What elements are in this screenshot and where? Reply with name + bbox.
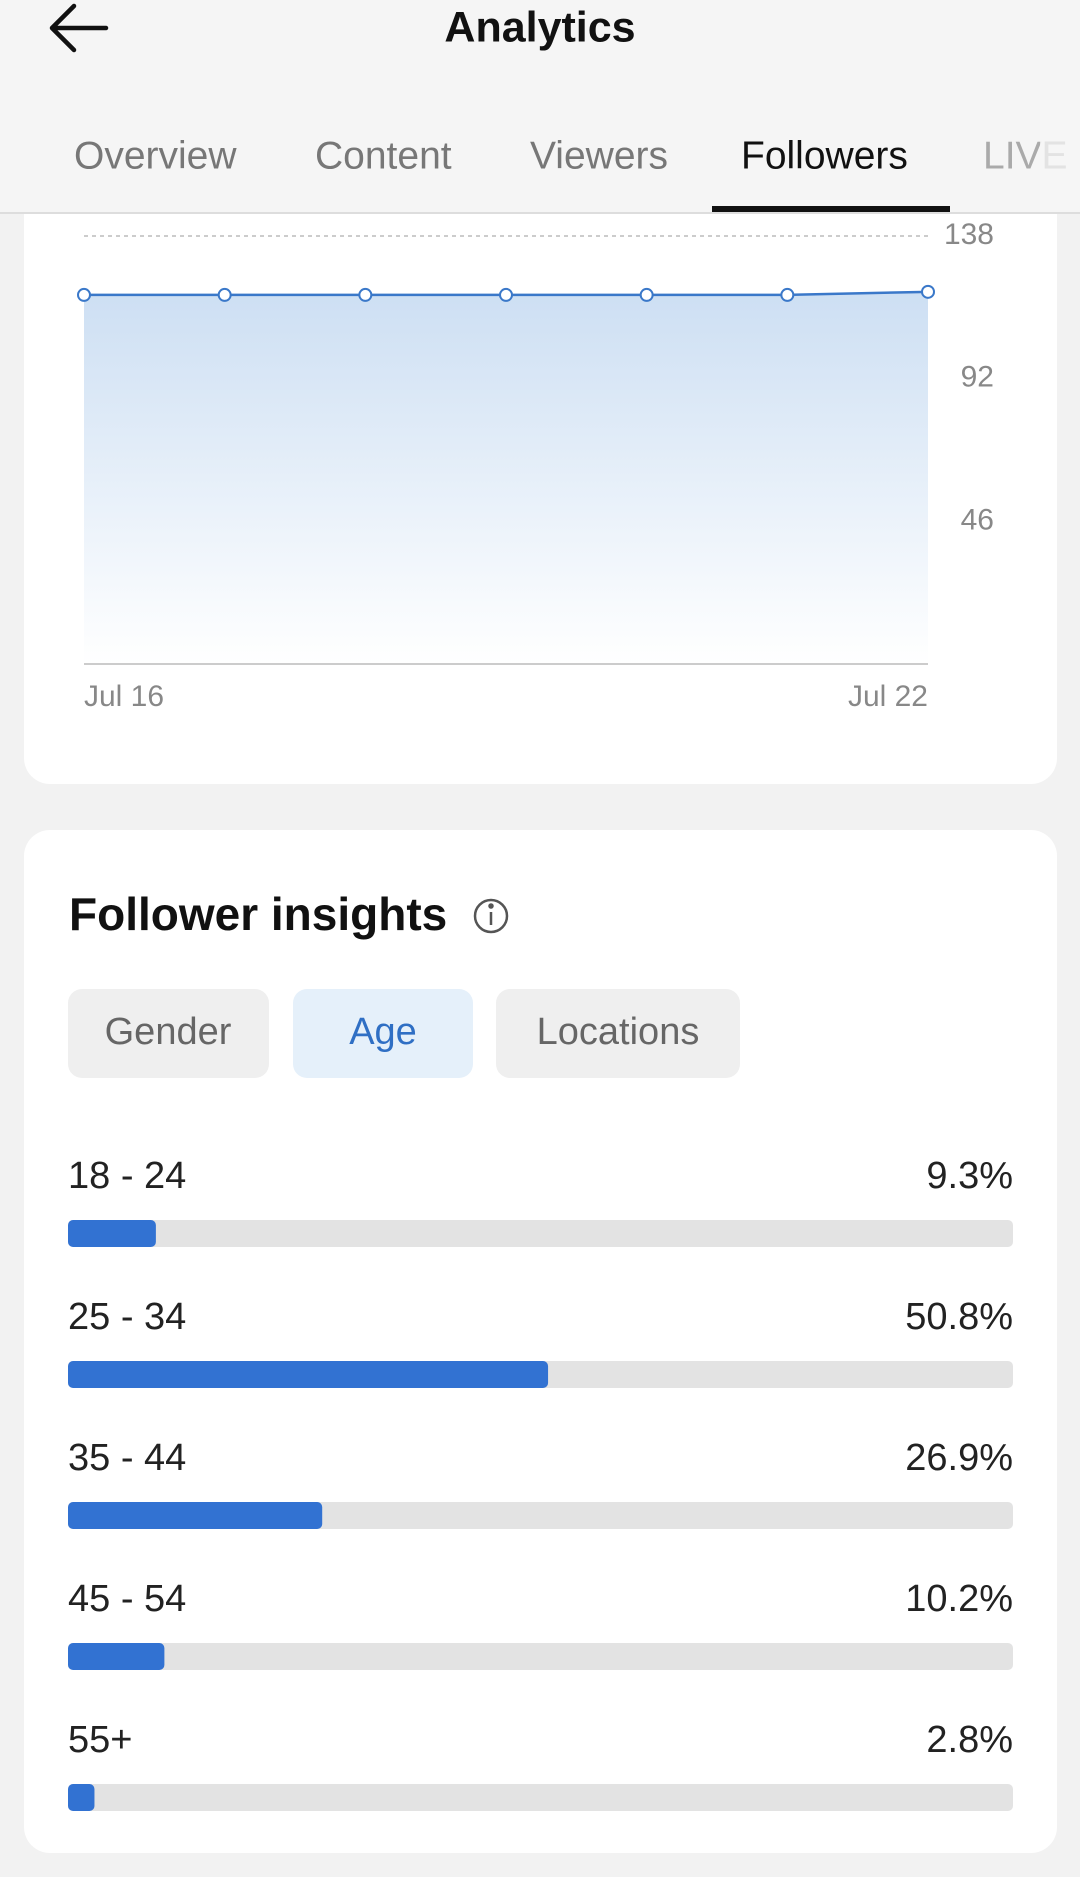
y-tick-label: 138	[944, 218, 994, 251]
y-tick-label: 92	[961, 361, 994, 394]
back-arrow[interactable]	[49, 3, 109, 53]
bar	[68, 1784, 95, 1811]
category-label: 18 - 24	[68, 1155, 186, 1197]
tab-underline	[712, 206, 950, 212]
filter-label[interactable]: Gender	[105, 1011, 232, 1053]
area	[84, 291, 928, 664]
value-label: 50.8%	[905, 1296, 1013, 1338]
header	[0, 0, 1080, 213]
bar	[68, 1361, 549, 1388]
x-tick-label: Jul 22	[848, 680, 928, 713]
point	[921, 284, 935, 299]
x-tick-label: Jul 16	[84, 680, 164, 713]
tab-fade	[1040, 100, 1080, 210]
bar-track	[68, 1643, 1013, 1670]
page-title: Analytics	[444, 3, 635, 51]
bar-track	[68, 1220, 1013, 1247]
filter-label-active[interactable]: Age	[349, 1011, 417, 1053]
bar	[68, 1220, 156, 1247]
category-label: 55+	[68, 1719, 132, 1761]
charts: 46 92 138 Jul 16 Jul 22 18 - 24 9.3% 25 - 34 50.…	[68, 218, 1013, 1811]
tab-active[interactable]: Followers	[741, 134, 908, 177]
tab[interactable]: Viewers	[530, 134, 668, 177]
point	[217, 287, 232, 302]
point	[639, 287, 654, 302]
value-label: 9.3%	[926, 1155, 1013, 1197]
y-tick-label: 46	[961, 503, 994, 536]
value-label: 2.8%	[926, 1719, 1013, 1761]
point	[499, 287, 513, 302]
tab[interactable]: Overview	[74, 134, 237, 177]
back-button[interactable]	[49, 3, 109, 53]
tab[interactable]: Content	[315, 134, 452, 177]
category-label: 45 - 54	[68, 1578, 186, 1620]
bar	[68, 1502, 323, 1529]
point	[358, 287, 373, 302]
filter-pill-active[interactable]	[293, 989, 473, 1078]
bar-track	[68, 1784, 1013, 1811]
info-icon[interactable]	[473, 898, 509, 934]
info-dot[interactable]	[488, 903, 494, 909]
point	[780, 287, 795, 302]
section-title: Follower insights	[69, 888, 447, 940]
bar	[68, 1643, 165, 1670]
filter-pill[interactable]	[68, 989, 269, 1078]
insights-card	[24, 830, 1057, 1853]
value-label: 10.2%	[905, 1578, 1013, 1620]
category-label: 35 - 44	[68, 1437, 186, 1479]
value-label: 26.9%	[905, 1437, 1013, 1479]
filter-pill[interactable]	[496, 989, 740, 1078]
category-label: 25 - 34	[68, 1296, 186, 1338]
info-circle[interactable]	[473, 898, 509, 934]
point	[77, 287, 91, 302]
filter-label[interactable]: Locations	[537, 1011, 700, 1053]
